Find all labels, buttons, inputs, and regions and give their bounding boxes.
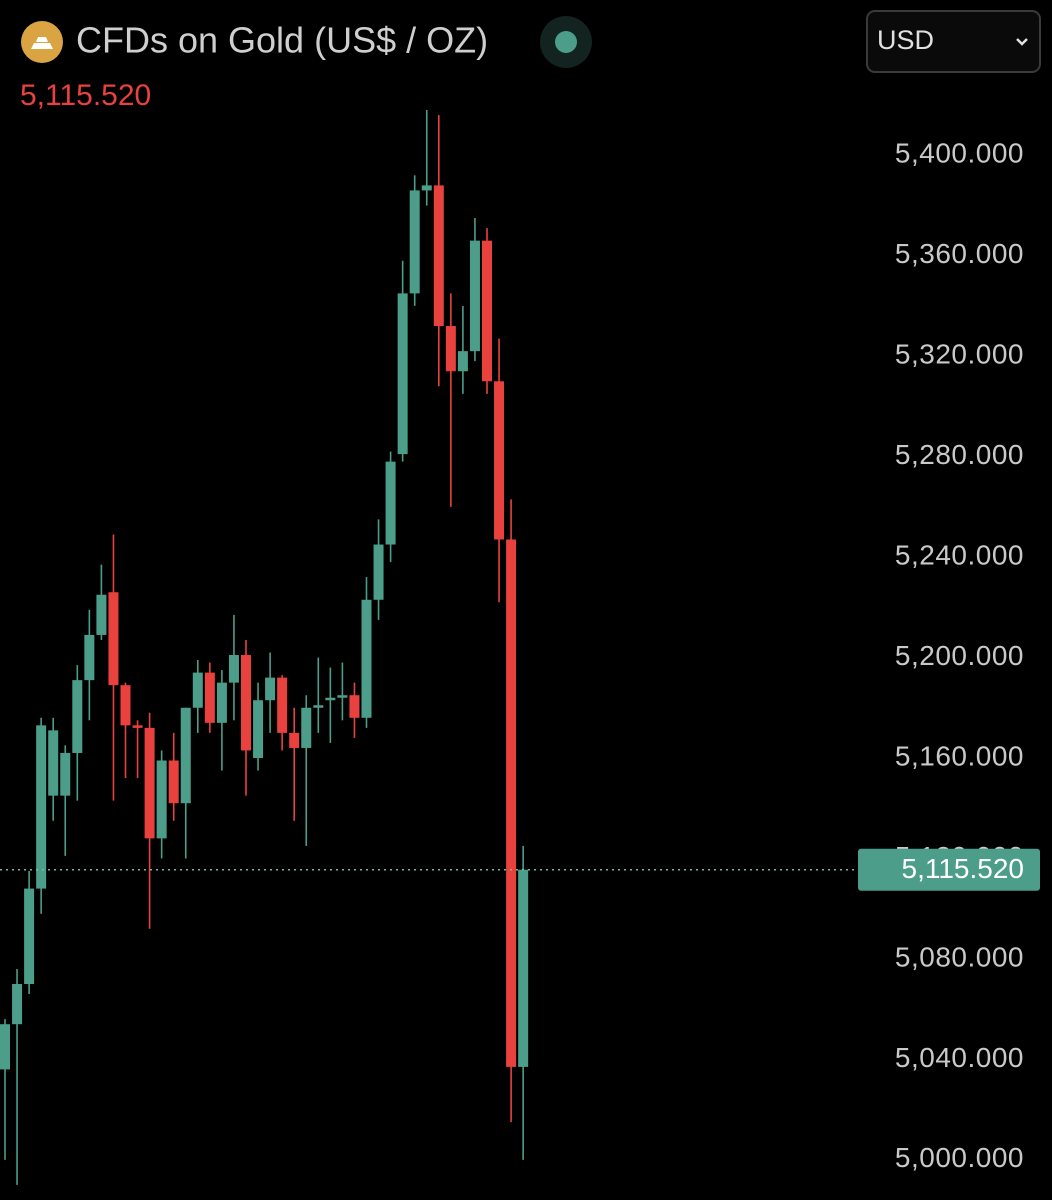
candle-body: [36, 725, 47, 889]
y-tick-label: 5,040.000: [895, 1042, 1024, 1073]
status-dot: [555, 31, 577, 53]
candle-body: [337, 695, 348, 698]
candle-body: [108, 592, 119, 686]
candle-body: [506, 539, 517, 1067]
candle-body: [457, 351, 468, 372]
candle-body: [494, 381, 505, 540]
chevron[interactable]: [1016, 38, 1028, 46]
chart-title: CFDs on Gold (US$ / OZ): [76, 20, 488, 61]
candle-body: [373, 544, 384, 600]
candle-body: [361, 599, 372, 718]
y-tick-label: 5,320.000: [895, 339, 1024, 370]
candle-body: [216, 682, 227, 723]
candle-body: [96, 594, 107, 635]
candle-body: [204, 672, 215, 723]
y-tick-label: 5,080.000: [895, 941, 1024, 972]
y-tick-label: 5,200.000: [895, 640, 1024, 671]
candle-body: [409, 190, 420, 294]
candle-body: [313, 705, 324, 708]
candle-body: [156, 760, 167, 839]
gold-bars: [31, 37, 53, 49]
y-tick-label: 5,000.000: [895, 1142, 1024, 1173]
candle-body: [518, 869, 529, 1067]
candle-body: [12, 984, 23, 1025]
price-tag: [858, 848, 1040, 891]
candle-body: [60, 752, 71, 796]
select-value[interactable]: USD: [877, 25, 934, 55]
candle-body: [48, 730, 59, 796]
candle-body: [482, 240, 492, 382]
candle-body: [325, 697, 336, 701]
candle-body: [192, 672, 203, 708]
candle-body: [265, 677, 276, 701]
candle-body: [180, 707, 191, 804]
plot: 5,000.0005,040.0005,080.0005,120.0005,16…: [0, 110, 1040, 1185]
y-tick-label: 5,240.000: [895, 539, 1024, 570]
y-tick-label: 5,160.000: [895, 740, 1024, 771]
candle-body: [253, 700, 264, 758]
candle-body: [349, 695, 360, 718]
candle-body: [24, 888, 35, 985]
candle-body: [445, 326, 456, 372]
select-box[interactable]: [866, 10, 1041, 73]
y-tick-label: 5,280.000: [895, 439, 1024, 470]
candle-body: [132, 725, 143, 728]
candle-body: [84, 634, 95, 681]
y-tick-label: 5,360.000: [895, 238, 1024, 269]
candle-body: [469, 240, 480, 352]
candle-body: [241, 655, 251, 751]
candle-body: [168, 760, 179, 804]
candle-body: [385, 461, 396, 545]
candle-body: [144, 727, 155, 839]
candle-body: [433, 185, 444, 327]
currency-select[interactable]: USD: [866, 10, 1041, 73]
price-tag-label: 5,115.520: [902, 853, 1025, 884]
candle-body: [0, 1024, 10, 1070]
candle-body: [228, 655, 239, 683]
candle-body: [301, 707, 312, 748]
candle-body: [120, 685, 131, 726]
candle-body: [397, 293, 408, 455]
candle-body: [277, 677, 288, 733]
last-price: 5,115.520: [20, 79, 151, 112]
candle-body: [289, 732, 300, 748]
candle-body: [421, 185, 432, 191]
candle-body: [72, 680, 83, 753]
y-tick-label: 5,400.000: [895, 138, 1024, 169]
